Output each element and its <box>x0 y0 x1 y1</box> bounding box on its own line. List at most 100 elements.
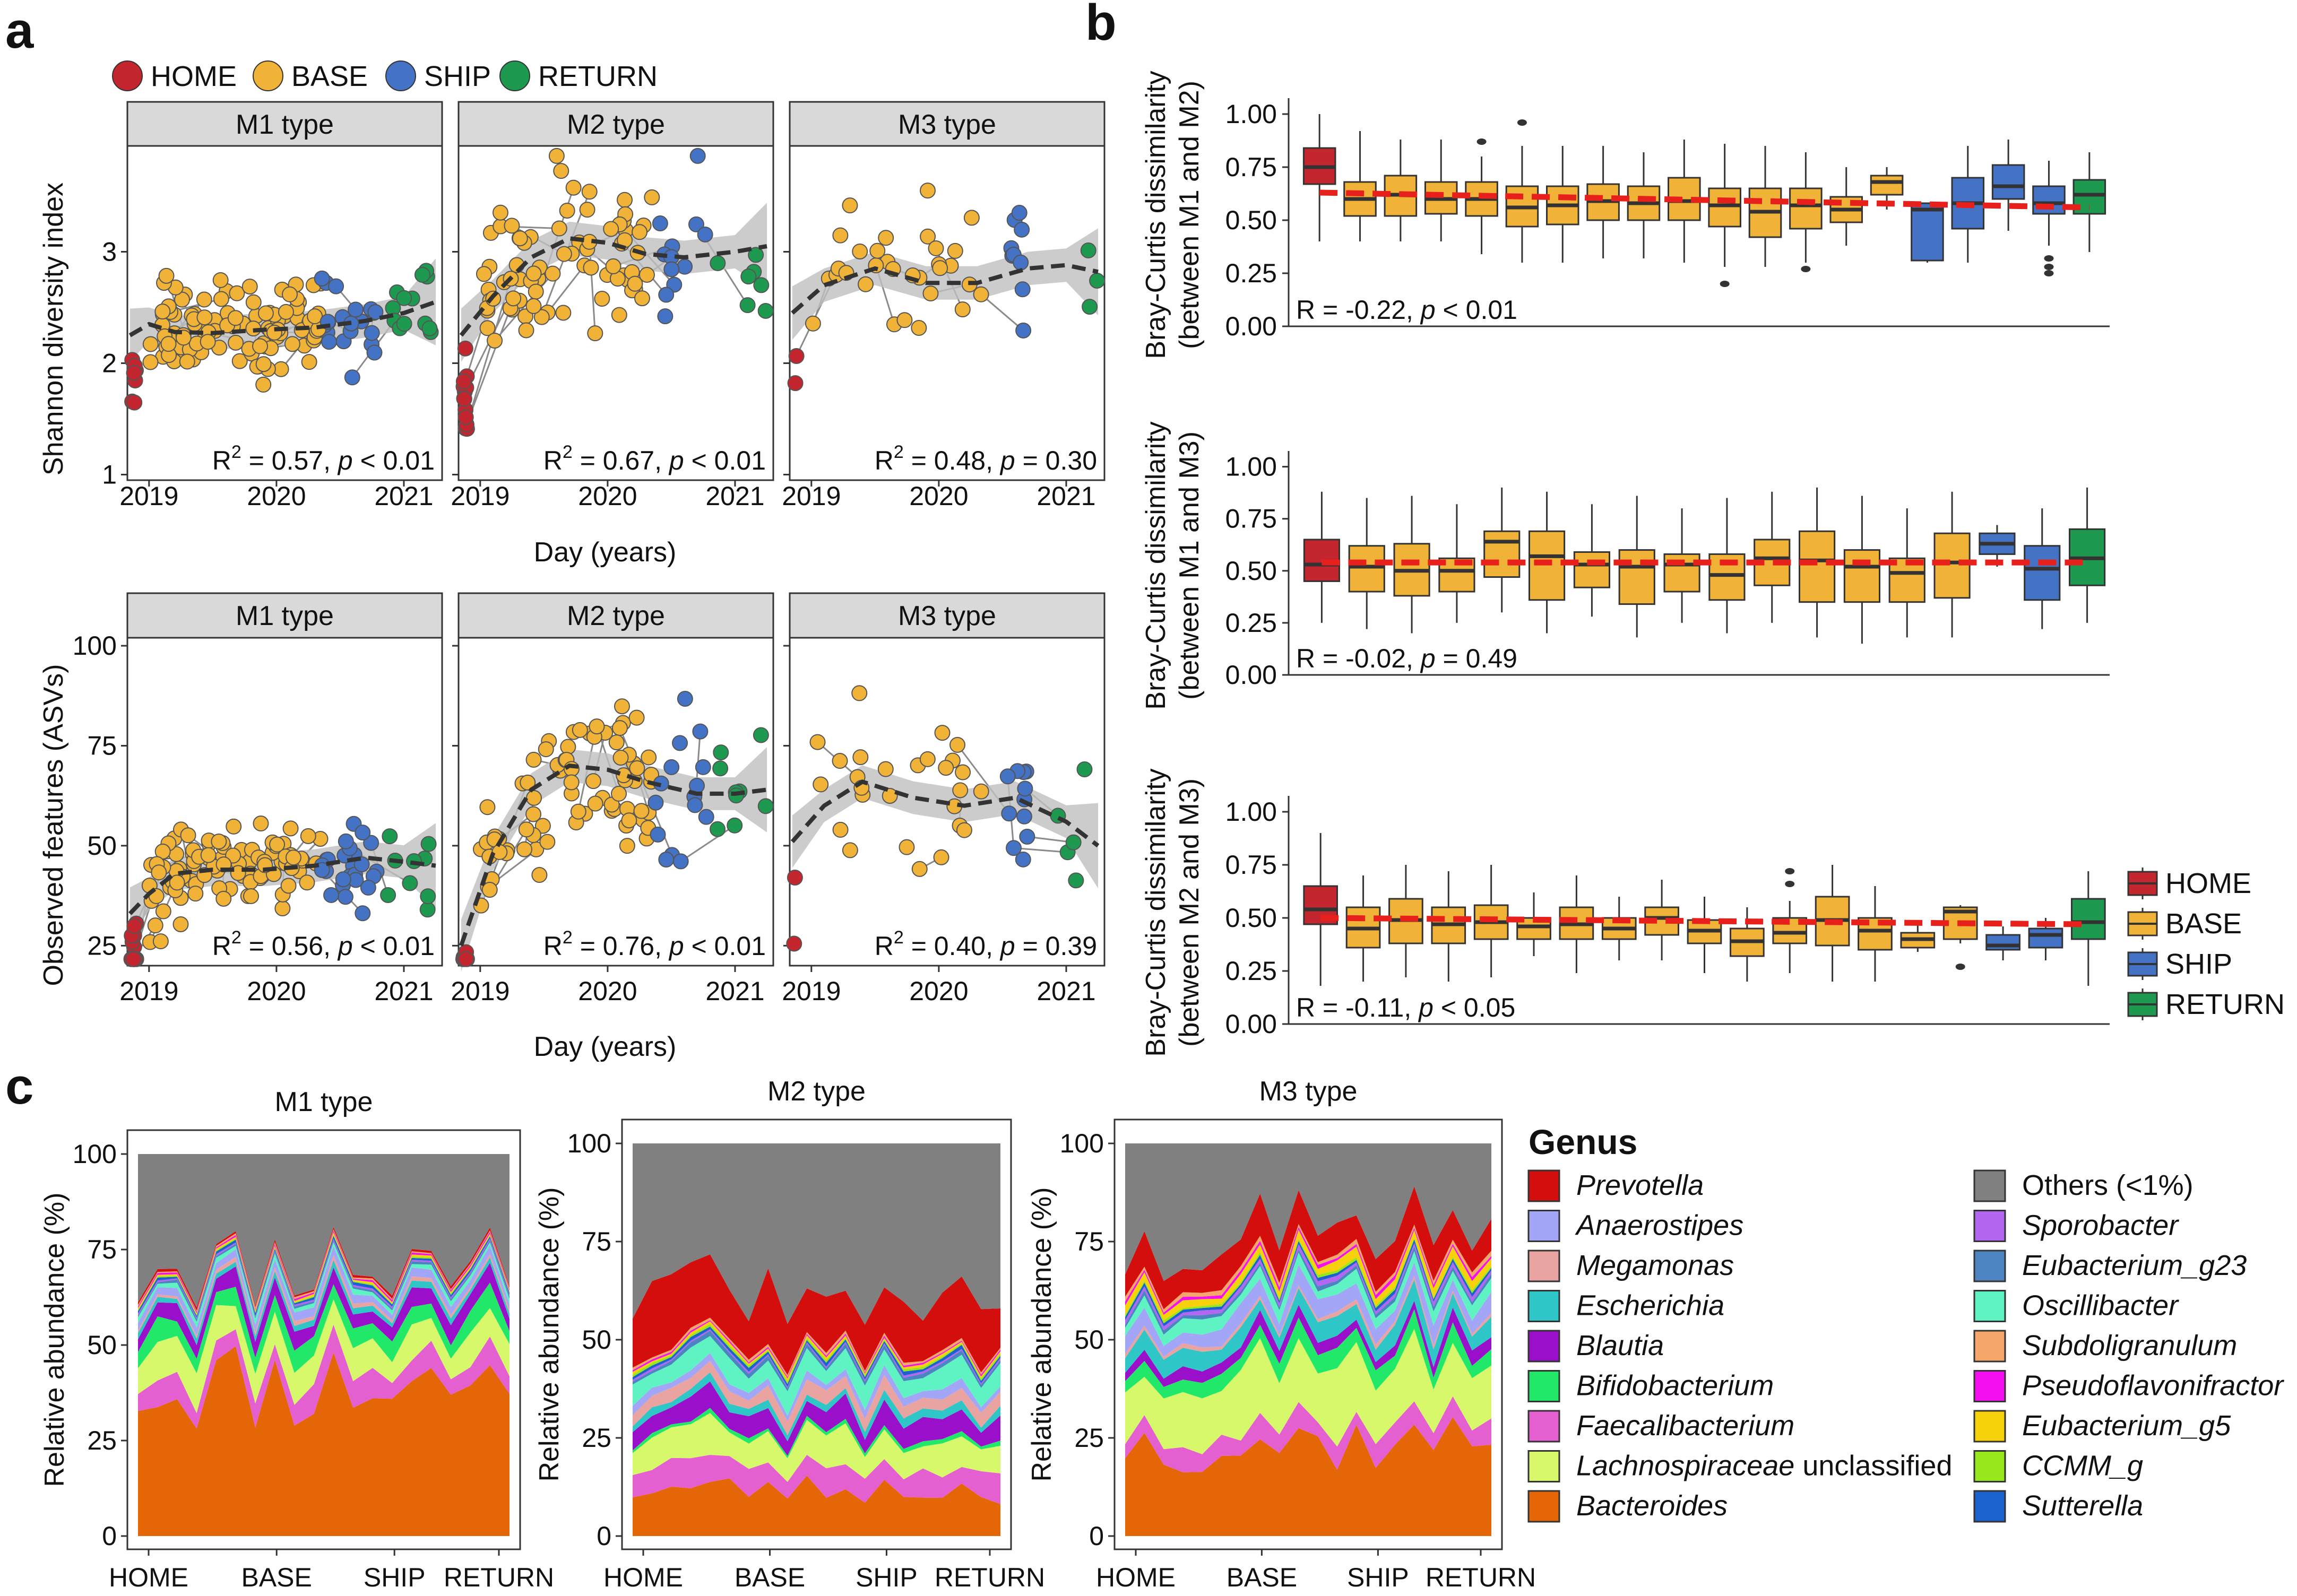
sample-point-return <box>739 297 756 314</box>
sample-line <box>465 308 512 425</box>
stat-r: R = -0.11, <box>1296 993 1419 1022</box>
genus-legend-item: Anaerostipes <box>1527 1210 1743 1242</box>
box-base <box>1730 907 1765 982</box>
sample-point-base <box>241 279 258 295</box>
x-category-label: RETURN <box>1426 1563 1536 1592</box>
area-eubacterium-g5 <box>1125 1229 1491 1321</box>
y-tick-label: 0.25 <box>1225 258 1277 288</box>
stat-p-value: = 0.39 <box>1015 931 1097 961</box>
genus-name: Escherichia <box>1576 1290 1724 1322</box>
sample-point-base <box>896 312 913 328</box>
area-bacteroides <box>138 1346 510 1536</box>
sample-point-ship <box>1001 805 1017 822</box>
sample-point-base <box>269 836 286 853</box>
genus-legend-label: Subdoligranulum <box>2022 1330 2237 1361</box>
sample-point-base <box>531 867 548 883</box>
y-tick-label: 1.00 <box>1225 797 1277 827</box>
panel-label-a: a <box>5 2 34 59</box>
genus-legend-key <box>1973 1450 2006 1482</box>
box-base <box>1601 897 1637 960</box>
sample-point-base <box>617 192 633 208</box>
y-tick-label: 0.25 <box>1225 956 1277 986</box>
sample-point-base <box>257 305 274 322</box>
y-tick-label: 100 <box>1060 1129 1104 1158</box>
sample-point-base <box>922 285 939 302</box>
sample-point-base <box>882 787 898 804</box>
genus-legend-key <box>1527 1330 1560 1363</box>
genus-suffix: unclassified <box>1794 1450 1952 1482</box>
genus-legend-key <box>1527 1210 1560 1242</box>
area-anaerostipes <box>1125 1262 1491 1357</box>
sample-point-base <box>899 839 915 855</box>
box-base <box>1465 138 1498 254</box>
sample-point-ship <box>344 369 360 386</box>
genus-legend-label: Escherichia <box>1576 1290 1724 1322</box>
area-blautia <box>633 1381 1000 1456</box>
sample-point-base <box>504 218 520 234</box>
x-category-label: SHIP <box>856 1563 918 1592</box>
sample-point-base <box>869 242 886 259</box>
sample-point-base <box>605 258 621 274</box>
sample-point-return <box>382 828 398 845</box>
sample-point-return <box>710 255 726 271</box>
box-return <box>2073 152 2106 252</box>
sample-point-base <box>226 818 242 835</box>
y-tick-label: 0 <box>597 1521 611 1551</box>
sample-point-ship <box>677 258 693 275</box>
box-base <box>1586 146 1620 258</box>
sample-line <box>1013 847 1068 853</box>
box-outlier <box>2044 264 2054 270</box>
sample-point-base <box>227 310 244 326</box>
panel-label-c: c <box>5 1058 33 1115</box>
sample-point-base <box>539 834 556 850</box>
sample-point-base <box>934 725 951 741</box>
x-tick-label: 2021 <box>1037 481 1095 511</box>
area-megamonas <box>633 1360 1000 1436</box>
genus-legend-key <box>1973 1490 2006 1523</box>
shannon-x-axis-label: Day (years) <box>534 537 677 568</box>
sample-point-home <box>457 409 474 426</box>
box-base <box>1384 140 1418 241</box>
legend-label-base: BASE <box>291 60 368 92</box>
sample-point-base <box>282 820 299 837</box>
area-others-1- <box>633 1143 1000 1325</box>
sample-point-base <box>612 749 629 766</box>
x-category-label: RETURN <box>935 1563 1045 1592</box>
sample-point-base <box>525 298 542 314</box>
sample-point-base <box>572 722 588 738</box>
panel-c-area-charts: M1 type Relative abundance (%) 0 25 50 75 100 H… <box>39 1076 1536 1592</box>
x-tick-label: 2019 <box>782 481 841 511</box>
area-bacteroides <box>1125 1417 1491 1536</box>
confidence-band <box>461 203 767 362</box>
sample-point-ship <box>367 304 384 320</box>
sample-point-base <box>174 291 191 308</box>
genus-legend-key <box>1973 1250 2006 1282</box>
sample-point-base <box>525 806 542 822</box>
box-base <box>1870 167 1904 210</box>
box-body <box>1348 545 1385 593</box>
genus-legend-item: Pseudoflavonifractor <box>1973 1370 2284 1402</box>
sample-point-ship <box>688 216 704 232</box>
x-tick-label: 2019 <box>451 976 510 1006</box>
x-category-label: BASE <box>735 1563 805 1592</box>
sample-point-ship <box>692 723 709 740</box>
box-outlier <box>1955 964 1965 970</box>
sample-point-ship <box>1014 221 1030 238</box>
boxplot-panel: Bray-Curtis dissimilarity (between M1 and… <box>1141 421 2110 710</box>
genus-name: Pseudoflavonifractor <box>2022 1370 2284 1402</box>
sample-point-base <box>245 294 262 310</box>
genus-legend-key <box>1973 1370 2006 1402</box>
facet-strip <box>126 592 443 639</box>
y-tick-label: 2 <box>102 349 117 378</box>
x-tick-label: 2019 <box>119 976 178 1006</box>
sample-point-base <box>215 890 232 907</box>
area-escherichia <box>1125 1279 1491 1379</box>
area-y-label: Relative abundance (%) <box>1026 1187 1057 1482</box>
area-anaerostipes <box>633 1353 1000 1421</box>
x-tick-label: 2021 <box>1037 976 1095 1006</box>
box-outlier <box>1517 119 1527 126</box>
boxplot-y-label-sub: (between M1 and M2) <box>1174 81 1205 349</box>
sample-points <box>455 148 774 437</box>
sample-point-ship <box>366 344 383 361</box>
box-body <box>1870 175 1904 196</box>
